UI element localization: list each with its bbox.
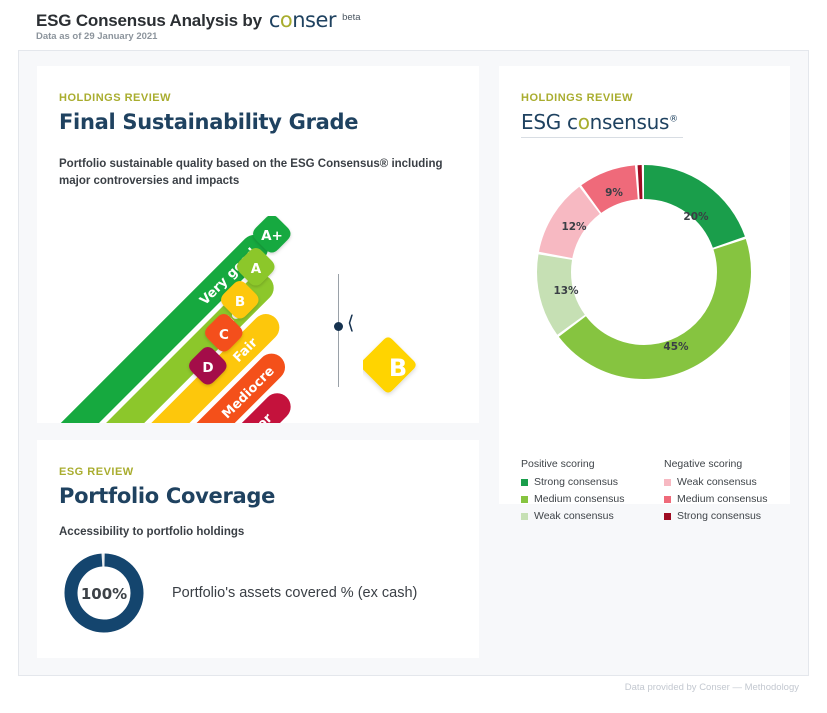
- legend-item-strong-positive[interactable]: Strong consensus: [521, 476, 644, 488]
- donut-label-13: 13%: [553, 285, 579, 297]
- coverage-caption: Portfolio's assets covered % (ex cash): [172, 585, 418, 601]
- esg-logo-registered-mark: ®: [669, 114, 678, 125]
- legend-column-positive: Positive scoring Strong consensus Medium…: [521, 458, 644, 527]
- donut-slice-strong-positive: [537, 165, 751, 379]
- dashboard-frame: HOLDINGS REVIEW Final Sustainability Gra…: [18, 50, 809, 676]
- final-grade-eyebrow: HOLDINGS REVIEW: [59, 92, 172, 104]
- svg-text:D: D: [202, 360, 213, 376]
- legend-item-weak-negative[interactable]: Weak consensus: [664, 476, 787, 488]
- ladder-badge-c: C: [205, 314, 243, 352]
- page-title: ESG Consensus Analysis by: [36, 11, 262, 30]
- esg-consensus-logo: ESG consensus®: [521, 110, 683, 138]
- legend-swatch-icon: [664, 512, 671, 520]
- legend-label: Weak consensus: [677, 476, 757, 488]
- current-grade-letter: B: [389, 354, 407, 382]
- card-final-sustainability-grade: HOLDINGS REVIEW Final Sustainability Gra…: [37, 66, 479, 423]
- legend-label: Medium consensus: [534, 493, 625, 505]
- data-as-of-label: Data as of 29 January 2021: [36, 31, 158, 42]
- donut-label-45: 45%: [663, 341, 689, 353]
- conser-logo-c: c: [268, 8, 281, 32]
- ladder-badge-d: D: [189, 347, 227, 385]
- legend-positive-heading: Positive scoring: [521, 458, 595, 470]
- final-grade-title: Final Sustainability Grade: [59, 110, 359, 134]
- beta-badge: beta: [342, 12, 361, 23]
- legend-negative-heading: Negative scoring: [664, 458, 743, 470]
- coverage-eyebrow: ESG REVIEW: [59, 466, 134, 478]
- consensus-donut-area: 20% 45% 13% 12% 9%: [507, 152, 782, 392]
- final-grade-description: Portfolio sustainable quality based on t…: [59, 158, 443, 187]
- header-title-row: ESG Consensus Analysis by conser beta: [36, 7, 361, 32]
- consensus-donut-chart: 20% 45% 13% 12% 9%: [537, 165, 751, 379]
- conser-logo: conser: [268, 8, 337, 32]
- donut-slice-weak-positive: [537, 165, 751, 379]
- esg-logo-c: c: [567, 110, 578, 134]
- page-header: ESG Consensus Analysis by conser beta Da…: [0, 0, 827, 50]
- esg-logo-nsensus: nsensus: [589, 110, 670, 134]
- ladder-badge-b: B: [221, 281, 259, 319]
- conser-logo-o: o: [279, 8, 293, 32]
- grade-ladder-svg: Poor Mediocre Fair: [56, 216, 291, 423]
- donut-label-20: 20%: [683, 211, 709, 223]
- svg-text:A: A: [251, 261, 262, 277]
- coverage-donut-chart: 100%: [64, 553, 144, 633]
- grade-marker-dot: [334, 322, 343, 331]
- consensus-eyebrow: HOLDINGS REVIEW: [521, 92, 634, 104]
- legend-label: Weak consensus: [534, 510, 614, 522]
- esg-logo-o: o: [577, 110, 590, 134]
- coverage-value-label: 100%: [81, 585, 127, 603]
- svg-text:B: B: [235, 294, 245, 310]
- chevron-left-icon: ⟨: [347, 312, 355, 334]
- legend-swatch-icon: [664, 478, 671, 486]
- svg-text:C: C: [219, 327, 229, 343]
- legend-label: Strong consensus: [677, 510, 762, 522]
- legend-label: Medium consensus: [677, 493, 768, 505]
- coverage-title: Portfolio Coverage: [59, 484, 276, 508]
- legend-swatch-icon: [664, 495, 671, 503]
- legend-item-medium-negative[interactable]: Medium consensus: [664, 493, 787, 505]
- footer-attribution[interactable]: Data provided by Conser — Methodology: [624, 682, 799, 693]
- ladder-badge-a: A: [237, 248, 275, 286]
- esg-logo-underline: [521, 137, 683, 138]
- coverage-metric-row: 100% Portfolio's assets covered % (ex ca…: [59, 548, 417, 638]
- svg-text:A+: A+: [261, 228, 283, 244]
- esg-logo-esg: ESG: [521, 110, 567, 134]
- donut-label-12: 12%: [561, 221, 587, 233]
- card-portfolio-coverage: ESG REVIEW Portfolio Coverage Accessibil…: [37, 440, 479, 658]
- donut-label-9: 9%: [605, 187, 623, 199]
- legend-label: Strong consensus: [534, 476, 619, 488]
- legend-swatch-icon: [521, 495, 528, 503]
- legend-item-strong-negative[interactable]: Strong consensus: [664, 510, 787, 522]
- consensus-legend: Positive scoring Strong consensus Medium…: [521, 458, 787, 527]
- legend-item-weak-positive[interactable]: Weak consensus: [521, 510, 644, 522]
- ladder-badge-a-plus: A+: [253, 216, 291, 253]
- grade-marker: ⟨: [334, 274, 354, 387]
- legend-item-medium-positive[interactable]: Medium consensus: [521, 493, 644, 505]
- legend-swatch-icon: [521, 478, 528, 486]
- donut-slice-medium-positive: [537, 165, 751, 379]
- grade-ladder-graphic: Poor Mediocre Fair: [37, 216, 479, 423]
- coverage-description: Accessibility to portfolio holdings: [59, 526, 245, 538]
- conser-logo-nser: nser: [292, 8, 337, 32]
- legend-swatch-icon: [521, 512, 528, 520]
- legend-column-negative: Negative scoring Weak consensus Medium c…: [664, 458, 787, 527]
- card-esg-consensus: HOLDINGS REVIEW ESG consensus®: [499, 66, 790, 522]
- current-grade-badge: B: [363, 337, 416, 393]
